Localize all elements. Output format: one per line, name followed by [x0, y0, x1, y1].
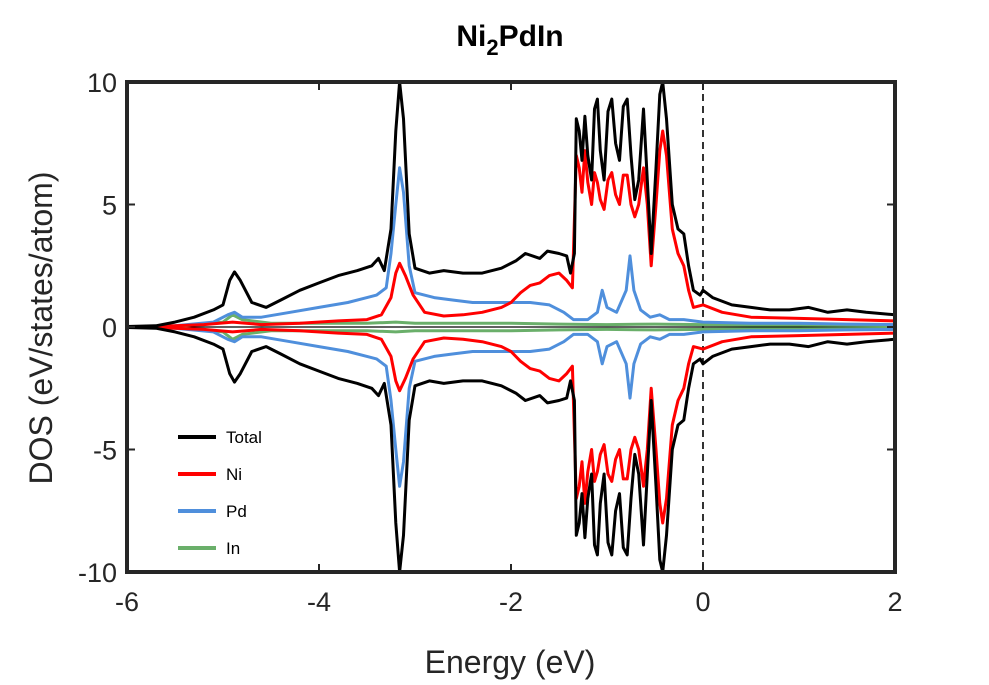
- chart-title: Ni2PdIn: [456, 20, 563, 60]
- legend-label-in: In: [226, 539, 240, 558]
- x-tick-label: 0: [695, 587, 710, 617]
- y-axis-label: DOS (eV/states/atom): [23, 172, 59, 485]
- svg-text:Ni2PdIn: Ni2PdIn: [456, 20, 563, 60]
- series-pd-spin-down-line: [127, 325, 895, 488]
- series-ni-spin-down-line: [127, 325, 895, 525]
- y-tick-label: 10: [87, 68, 117, 98]
- series-in-spin-up-line: [127, 313, 895, 329]
- y-tick-label: 0: [102, 313, 117, 343]
- chart-title-main: Ni: [456, 20, 486, 53]
- legend-label-pd: Pd: [226, 502, 247, 521]
- x-tick-label: 2: [887, 587, 902, 617]
- y-tick-label: -5: [93, 436, 117, 466]
- plot-area: -6 -4 -2 0 2 -10 -5 0 5 10: [78, 68, 903, 617]
- x-tick-label: -6: [115, 587, 139, 617]
- series-in: [127, 313, 895, 341]
- chart-title-subscript: 2: [486, 35, 498, 60]
- legend-label-ni: Ni: [226, 465, 242, 484]
- series-total-spin-up-line: [127, 82, 895, 328]
- x-axis-label: Energy (eV): [425, 644, 596, 680]
- series-total: [127, 82, 895, 572]
- y-tick-label: 5: [102, 191, 117, 221]
- series-pd: [127, 166, 895, 488]
- x-tick-label: -2: [499, 587, 523, 617]
- legend-label-total: Total: [226, 428, 262, 447]
- x-tick-label: -4: [307, 587, 331, 617]
- series-pd-spin-up-line: [127, 166, 895, 329]
- series-ni: [127, 129, 895, 525]
- series-total-spin-down-line: [127, 326, 895, 572]
- chart-title-tail: PdIn: [499, 20, 564, 53]
- series-in-spin-down-line: [127, 325, 895, 341]
- y-tick-label: -10: [78, 558, 117, 588]
- legend: Total Ni Pd In: [178, 428, 262, 558]
- series-ni-spin-up-line: [127, 129, 895, 329]
